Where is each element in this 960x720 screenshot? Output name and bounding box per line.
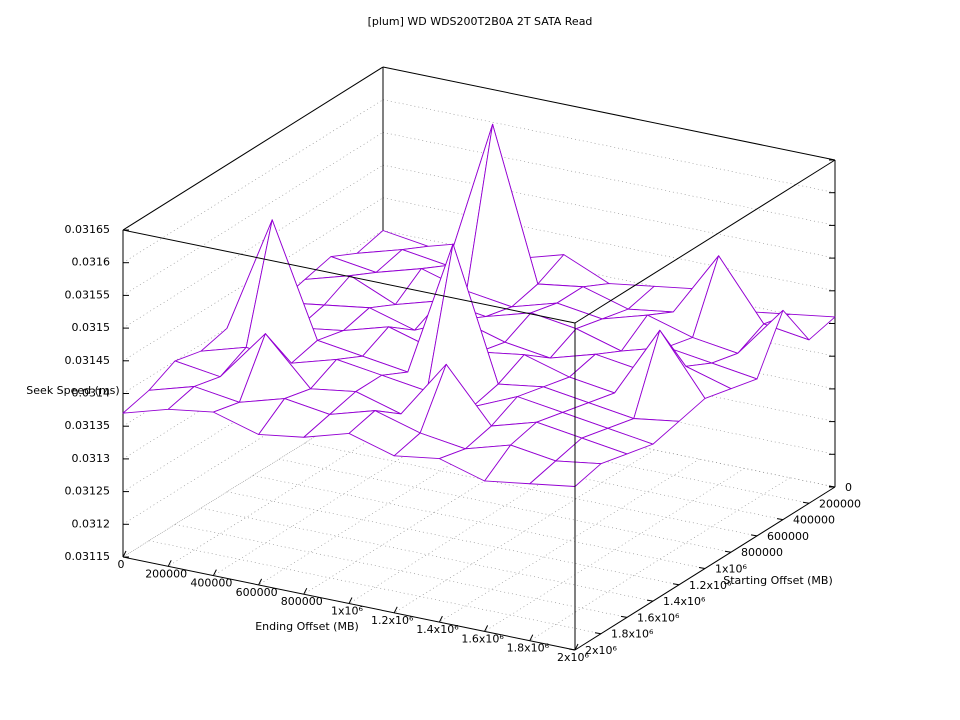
- y-tick: [594, 632, 602, 635]
- chart-title: [plum] WD WDS200T2B0A 2T SATA Read: [368, 15, 593, 28]
- y-tick-label: 400000: [793, 514, 835, 527]
- axis-frame: [382, 66, 836, 161]
- y-tick-label: 600000: [767, 530, 809, 543]
- grid-line: [278, 458, 732, 553]
- grid-line: [148, 540, 602, 634]
- z-axis-label: Seek Speed (ms): [26, 384, 119, 397]
- axis-frame: [122, 229, 576, 324]
- z-tick-label: 0.03155: [65, 288, 111, 301]
- axis-frame: [574, 159, 836, 324]
- x-tick-label: 600000: [236, 586, 278, 599]
- z-tick-label: 0.03165: [65, 223, 111, 236]
- grid-line: [200, 507, 654, 602]
- x-tick-label: 200000: [145, 567, 187, 580]
- z-tick-label: 0.0314: [72, 387, 111, 400]
- x-tick-label: 1x10⁶: [331, 605, 364, 618]
- x-tick-label: 1.4x10⁶: [416, 623, 459, 636]
- x-tick-label: 1.8x10⁶: [507, 642, 550, 655]
- y-tick: [698, 567, 706, 569]
- z-tick-label: 0.03135: [65, 419, 111, 432]
- z-tick-label: 0.03115: [65, 550, 111, 563]
- x-tick: [258, 578, 263, 586]
- y-tick-label: 0: [845, 481, 852, 494]
- y-tick: [646, 599, 654, 602]
- grid-line: [226, 491, 680, 586]
- y-tick-label: 1x10⁶: [715, 563, 748, 576]
- y-tick-label: 200000: [819, 497, 861, 510]
- x-tick: [167, 560, 172, 567]
- y-axis-label: Starting Offset (MB): [723, 574, 833, 587]
- x-tick: [529, 634, 534, 641]
- z-tick-label: 0.03125: [65, 485, 111, 498]
- grid-line: [382, 132, 836, 226]
- grid-line: [252, 475, 706, 569]
- z-tick-label: 0.0313: [72, 452, 111, 465]
- y-tick-label: 2x10⁶: [585, 644, 618, 657]
- x-tick: [438, 615, 443, 623]
- grid-line: [382, 164, 836, 259]
- x-tick-label: 1.6x10⁶: [461, 632, 504, 645]
- x-tick: [484, 625, 489, 632]
- z-tick-label: 0.0312: [72, 517, 111, 530]
- y-tick-label: 1.8x10⁶: [611, 628, 654, 641]
- x-tick: [303, 587, 308, 595]
- z-tick-label: 0.03145: [65, 354, 111, 367]
- y-tick: [828, 485, 836, 488]
- y-tick-label: 1.6x10⁶: [637, 611, 680, 624]
- y-tick: [802, 501, 810, 504]
- x-axis-label: Ending Offset (MB): [255, 620, 359, 633]
- z-tick-label: 0.0315: [72, 321, 111, 334]
- x-tick-label: 0: [118, 558, 125, 571]
- y-tick-label: 1.2x10⁶: [689, 579, 732, 592]
- x-tick: [393, 606, 398, 614]
- grid-line: [382, 197, 836, 292]
- grid-line: [382, 99, 836, 193]
- z-tick-label: 0.0316: [72, 256, 111, 269]
- x-tick-label: 800000: [281, 595, 323, 608]
- grid-line: [174, 524, 628, 618]
- y-tick-label: 800000: [741, 546, 783, 559]
- axis-frame: [122, 556, 576, 651]
- x-tick-label: 400000: [190, 577, 232, 590]
- axis-frame: [574, 486, 836, 651]
- x-tick: [348, 597, 353, 604]
- y-tick: [724, 550, 732, 553]
- y-tick: [750, 534, 758, 537]
- grid-line: [484, 468, 745, 632]
- x-tick-label: 1.2x10⁶: [371, 614, 414, 627]
- x-tick: [212, 569, 217, 576]
- y-tick: [620, 615, 628, 618]
- y-tick-label: 1.4x10⁶: [663, 595, 706, 608]
- axis-frame: [122, 66, 384, 231]
- grid-line: [304, 442, 758, 537]
- x-tick-label: 2x10⁶: [557, 651, 590, 664]
- y-tick: [776, 518, 784, 521]
- y-tick: [672, 583, 680, 586]
